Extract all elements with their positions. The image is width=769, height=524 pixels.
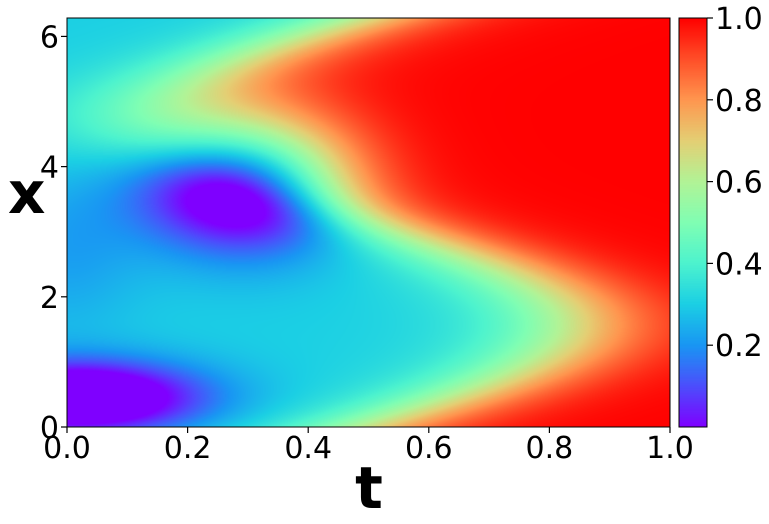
y-axis-title: x [8,159,45,227]
heatmap-plot [66,17,671,428]
x-tick-label: 0.2 [164,431,212,466]
x-tick-label: 1.0 [646,431,694,466]
colorbar-axis: 0.2 0.4 0.6 0.8 1.0 [707,2,763,364]
y-tick-label: 4 [40,151,59,186]
colorbar-tick-label: 0.8 [715,84,763,119]
x-tick-label: 0.0 [43,431,91,466]
colorbar-frame [678,17,708,428]
heatmap-canvas-holder [67,18,670,427]
y-tick-label: 0 [40,411,59,446]
x-tick-label: 0.8 [526,431,574,466]
heatmap-field [67,18,670,427]
y-tick-label: 2 [40,281,59,316]
colorbar-gradient [679,18,707,427]
x-tick-label: 0.6 [405,431,453,466]
colorbar-tick-label: 1.0 [715,2,763,37]
colorbar: 0.2 0.4 0.6 0.8 1.0 [678,2,763,428]
colorbar-tick-label: 0.6 [715,166,763,201]
y-axis: 0 2 4 6 [40,20,67,446]
colorbar-tick-label: 0.2 [715,329,763,364]
colorbar-canvas-holder [679,18,707,427]
x-tick-label: 0.4 [284,431,332,466]
y-tick-label: 6 [40,20,59,55]
x-axis: 0.0 0.2 0.4 0.6 0.8 1.0 [43,427,694,466]
colorbar-tick-label: 0.4 [715,247,763,282]
plot-frame [66,17,671,428]
x-axis-title: t [355,454,383,522]
